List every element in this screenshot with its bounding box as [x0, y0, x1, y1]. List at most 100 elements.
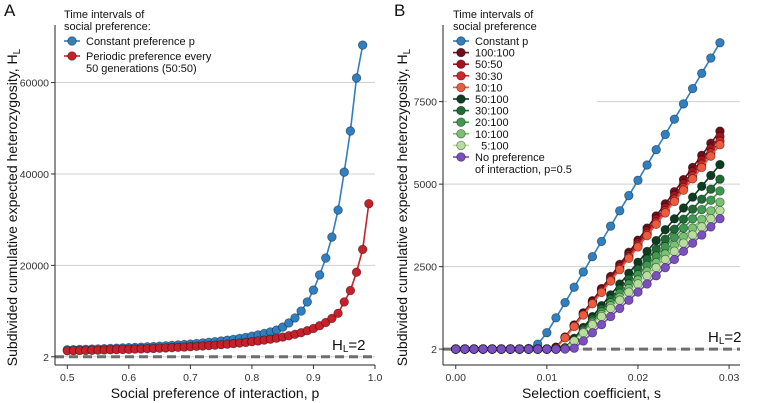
legend-label: Constant p [475, 36, 528, 48]
data-point [327, 232, 337, 242]
legend-label: No preference of interaction, p=0.5 [475, 152, 572, 176]
data-point [687, 238, 698, 248]
annotation: HL=2 [332, 337, 366, 355]
data-point [715, 205, 725, 216]
data-point [587, 299, 598, 309]
data-point [284, 318, 294, 328]
data-point [321, 253, 331, 263]
data-point [678, 203, 689, 213]
data-point [697, 68, 707, 79]
y-tick-label: 2 [43, 352, 49, 364]
data-point [706, 170, 716, 181]
data-point [678, 223, 689, 233]
panel-label: A [4, 1, 16, 20]
data-point [715, 159, 725, 170]
data-point [523, 344, 534, 354]
data-point [514, 344, 525, 354]
data-point [687, 204, 698, 214]
data-point [560, 333, 570, 343]
data-point [687, 83, 698, 94]
data-point [706, 195, 716, 205]
data-point [660, 254, 670, 265]
data-point [339, 297, 349, 307]
data-point [596, 320, 607, 330]
legend-label: 30:30 [475, 71, 503, 83]
data-point [578, 267, 589, 277]
annotation-suffix: =2 [724, 329, 741, 346]
data-point [351, 267, 362, 277]
data-point [308, 285, 319, 295]
data-point [706, 214, 716, 224]
data-point [669, 246, 680, 257]
data-point [357, 244, 368, 255]
data-point [333, 205, 343, 215]
legend-background [58, 8, 253, 82]
data-point [669, 214, 680, 224]
data-point [660, 225, 670, 235]
y-tick-label: 7500 [414, 97, 438, 109]
y-tick-label: 2 [431, 344, 437, 356]
y-tick-label: 5000 [414, 179, 438, 191]
data-point [697, 204, 707, 215]
data-point [587, 320, 598, 330]
legend-title: social preference: [64, 21, 151, 33]
legend-background [447, 8, 597, 180]
legend-label: 100:100 [475, 48, 515, 60]
legend-marker [456, 36, 466, 46]
data-point [678, 185, 689, 195]
annotation: HL=2 [708, 329, 742, 347]
legend-marker [456, 71, 466, 81]
data-point [642, 271, 652, 281]
legend-marker [456, 117, 466, 127]
y-axis-label-subscript: L [402, 48, 413, 54]
legend-marker [456, 59, 466, 69]
data-point [624, 190, 634, 201]
data-point [697, 222, 707, 232]
data-point [505, 344, 516, 354]
data-point [357, 40, 368, 50]
legend-marker [456, 129, 466, 139]
data-point [715, 38, 725, 48]
x-tick-label: 0.8 [245, 372, 260, 384]
data-point [697, 181, 707, 191]
data-point [596, 287, 607, 298]
legend-marker [67, 36, 77, 46]
data-point [715, 140, 725, 150]
legend-marker [456, 152, 466, 162]
data-point [605, 311, 616, 322]
data-point [697, 194, 707, 204]
data-point [633, 175, 643, 185]
data-point [669, 224, 680, 234]
data-point [339, 167, 349, 177]
x-tick-label: 0.7 [183, 372, 198, 384]
legend-label: Constant preference p [86, 36, 195, 48]
data-point [660, 208, 670, 218]
data-point [651, 145, 661, 155]
x-tick-label: 0.00 [446, 372, 467, 384]
data-point [578, 328, 589, 338]
data-point [624, 253, 634, 264]
data-point [678, 99, 689, 109]
legend-label: 20:100 [475, 117, 509, 129]
x-axis-label: Selection coefficient, s [522, 385, 661, 401]
data-point [587, 328, 598, 338]
data-point [551, 344, 561, 354]
data-point [669, 232, 680, 243]
data-point [651, 262, 661, 273]
data-point [624, 287, 634, 297]
x-tick-label: 0.02 [628, 372, 649, 384]
data-point [706, 53, 716, 63]
data-point [687, 174, 698, 184]
data-point [560, 297, 570, 308]
x-tick-label: 0.9 [306, 372, 321, 384]
x-tick-label: 0.01 [537, 372, 558, 384]
data-point [578, 336, 589, 346]
data-point [678, 246, 689, 257]
data-point [706, 151, 716, 161]
data-point [487, 344, 497, 354]
data-point [345, 285, 356, 296]
annotation-subscript: L [719, 336, 725, 347]
data-point [596, 311, 607, 322]
data-point [615, 303, 625, 314]
